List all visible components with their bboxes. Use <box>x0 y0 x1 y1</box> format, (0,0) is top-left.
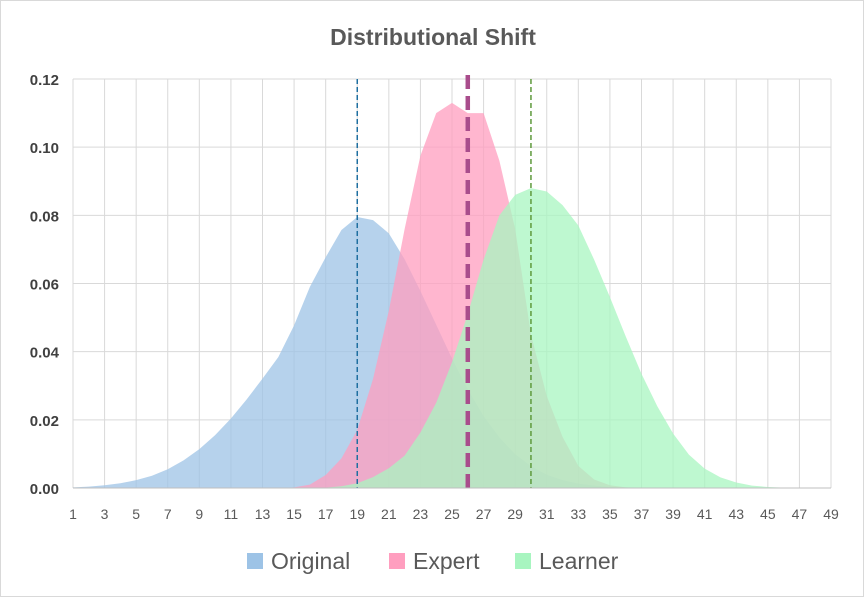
legend-swatch-learner <box>515 553 531 569</box>
x-tick-label: 17 <box>318 506 334 522</box>
y-tick-label: 0.04 <box>30 345 60 362</box>
x-tick-label: 47 <box>792 506 808 522</box>
y-tick-label: 0.02 <box>30 413 59 430</box>
axes: 0.000.020.040.060.080.100.121 3 5 7 9 11 13 15 1… <box>30 72 839 522</box>
area-original <box>73 217 831 489</box>
x-tick-label: 23 <box>413 506 429 522</box>
x-tick-label: 15 <box>286 506 302 522</box>
x-tick-label: 11 <box>224 506 239 522</box>
chart-title: Distributional Shift <box>330 24 536 50</box>
y-tick-label: 0.00 <box>30 481 59 498</box>
area-learner <box>73 188 831 488</box>
x-tick-label: 33 <box>571 506 587 522</box>
x-tick-label: 19 <box>349 506 365 522</box>
x-tick-label: 37 <box>634 506 650 522</box>
x-tick-label: 29 <box>507 506 523 522</box>
y-tick-label: 0.08 <box>30 208 59 225</box>
x-tick-label: 9 <box>195 506 203 522</box>
legend-label-original: Original <box>271 548 350 574</box>
x-tick-label: 39 <box>665 506 681 522</box>
series-areas <box>73 102 831 489</box>
x-tick-label: 13 <box>255 506 271 522</box>
area-expert <box>73 102 831 489</box>
x-tick-label: 1 <box>69 506 77 522</box>
x-tick-label: 25 <box>444 506 460 522</box>
legend-label-expert: Expert <box>413 548 480 574</box>
x-tick-label: 31 <box>539 506 555 522</box>
y-tick-label: 0.12 <box>30 72 59 89</box>
x-tick-label: 45 <box>760 506 776 522</box>
legend-label-learner: Learner <box>539 548 619 574</box>
x-tick-label: 21 <box>381 506 397 522</box>
legend-swatch-expert <box>389 553 405 569</box>
y-tick-label: 0.10 <box>30 140 59 157</box>
x-tick-label: 5 <box>132 506 140 522</box>
x-tick-label: 43 <box>728 506 744 522</box>
x-tick-label: 7 <box>164 506 172 522</box>
x-tick-label: 35 <box>602 506 618 522</box>
x-tick-label: 41 <box>697 506 713 522</box>
reference-lines <box>356 75 532 488</box>
x-tick-label: 49 <box>823 506 839 522</box>
legend-swatch-original <box>247 553 263 569</box>
legend: Original Expert Learner <box>247 548 619 574</box>
x-tick-label: 3 <box>101 506 109 522</box>
y-tick-label: 0.06 <box>30 277 59 294</box>
x-tick-label: 27 <box>476 506 492 522</box>
